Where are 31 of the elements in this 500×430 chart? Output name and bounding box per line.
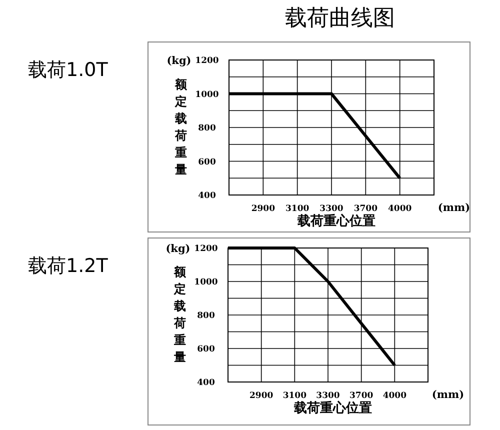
y-tick-label: 600 [198,157,216,168]
y-tick-label: 1000 [195,90,219,100]
text: (kg) [166,243,190,255]
x-tick-label: 3300 [320,204,344,214]
x-tick-label: 3100 [285,204,310,214]
y-tick-label: 1200 [194,244,218,254]
y-tick-label: 800 [197,311,215,321]
x-tick-label: 3100 [282,391,307,401]
x-tick-label: 2900 [249,391,274,401]
text: 载荷1.2T [28,255,108,277]
y-axis-title: 额定载荷重量 [173,265,187,364]
y-tick-label: 1200 [195,56,219,66]
y-tick-label: 600 [197,344,215,354]
x-tick-label: 4000 [388,204,412,214]
text: 载荷1.0T [28,59,108,81]
y-axis-title: 额定载荷重量 [174,78,188,176]
x-tick-label: 2900 [251,204,276,214]
chart-title: 载荷曲线图 [285,6,395,31]
x-tick-label: 3300 [316,391,340,401]
x-axis-title: 载荷重心位置 [296,213,376,229]
text: (kg) [166,55,192,67]
x-tick-label: 3700 [354,204,378,214]
y-tick-label: 400 [197,378,215,388]
y-tick-label: 1000 [194,278,218,288]
text: (mm) [432,389,464,401]
x-tick-label: 3700 [349,391,374,401]
y-tick-label: 800 [198,124,216,134]
text: (mm) [438,202,470,214]
x-axis-title: 载荷重心位置 [293,400,372,416]
x-tick-label: 4000 [382,391,407,401]
y-tick-label: 400 [198,191,216,201]
